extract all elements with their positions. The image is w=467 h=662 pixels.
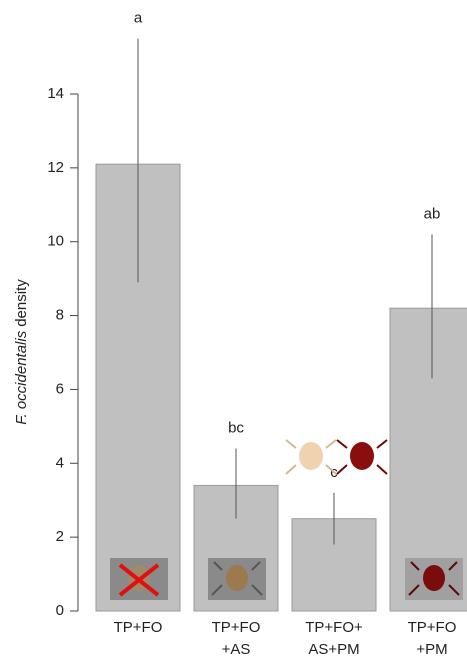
y-tick-label: 8 [56,307,64,324]
x-tick-label: TP+FO+ AS+PM [305,619,363,658]
significance-letter: ab [424,205,441,222]
significance-letter: bc [228,419,244,436]
icons [110,439,463,600]
y-tick-label: 4 [56,454,64,471]
y-label-text: density [13,279,30,327]
x-tick-label: TP+FO [113,619,163,636]
y-tick-label: 6 [56,380,64,397]
mite-icon [350,442,374,470]
mite-icon [299,442,323,470]
y-tick-label: 12 [47,159,64,176]
y-tick-label: 0 [56,602,64,619]
mite-legs [336,439,388,475]
mite-icon [423,565,445,591]
cross-icon [118,563,160,597]
x-tick-label: TP+FO +AS [211,619,261,658]
y-tick-label: 2 [56,528,64,545]
y-tick-label: 10 [47,233,64,250]
y-label-species: F. occidentalis [13,330,30,424]
mite-legs [285,439,337,475]
x-tick-label: TP+FO +PM [407,619,457,658]
y-axis-label: F. occidentalis density [13,279,30,425]
mite-icon [226,565,248,591]
significance-letter: a [134,10,143,27]
mite-legs [211,561,263,596]
y-tick-label: 14 [47,85,64,102]
mite-legs [408,561,460,596]
